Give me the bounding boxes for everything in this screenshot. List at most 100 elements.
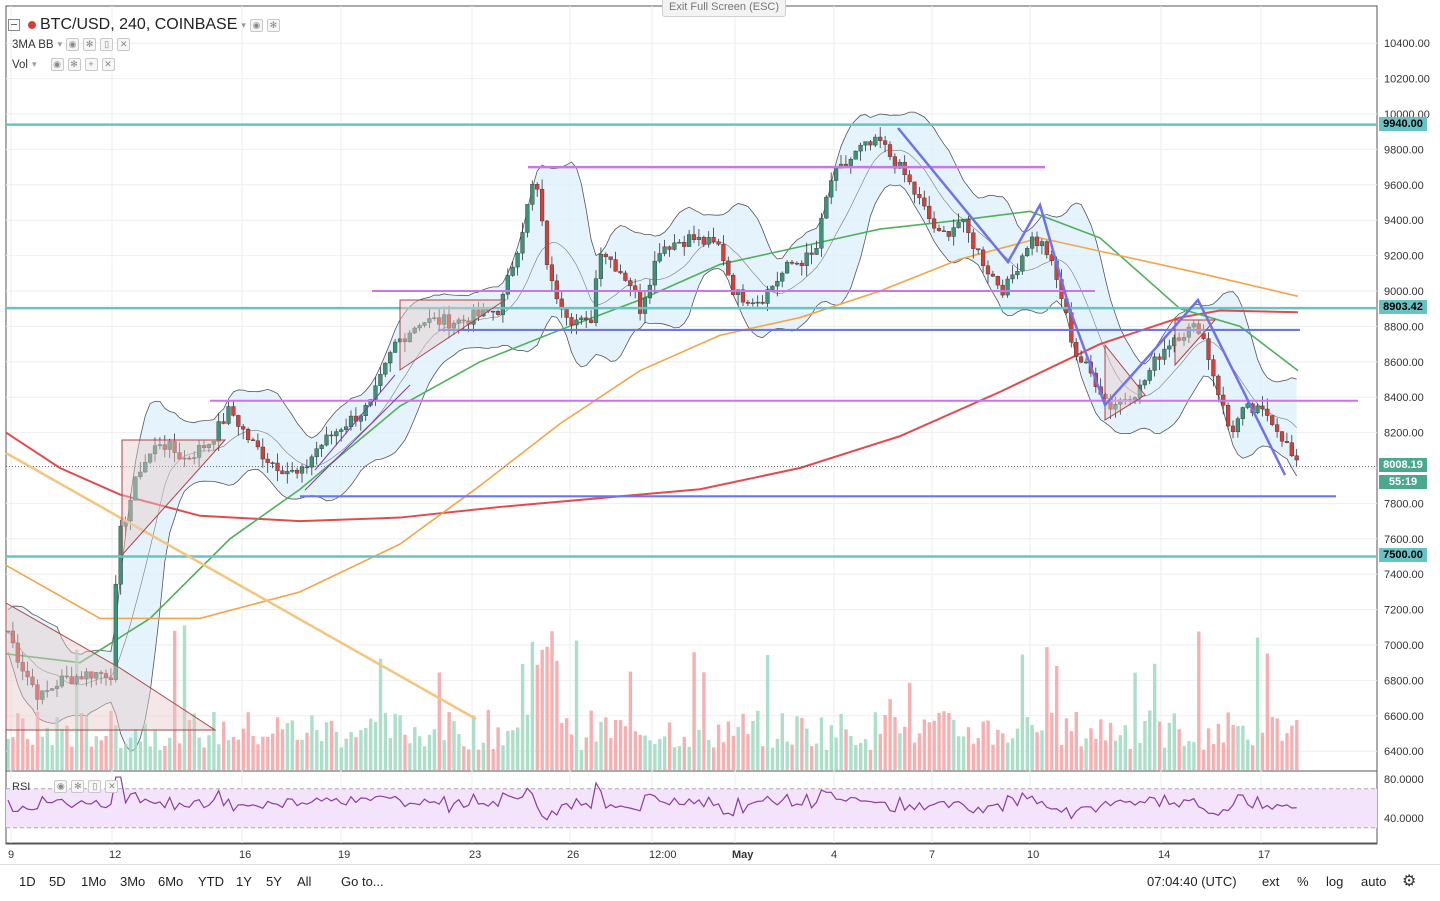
volume-bar (114, 725, 118, 770)
candle-body (829, 180, 834, 198)
volume-bar (398, 715, 402, 770)
rsi-label[interactable]: RSI (12, 780, 31, 793)
eye-icon[interactable]: ◉ (249, 18, 263, 32)
volume-bar (1133, 672, 1137, 770)
candle-body (868, 141, 873, 146)
close-icon[interactable]: ✕ (105, 780, 119, 793)
candle-body (799, 262, 804, 266)
chevron-down-icon[interactable]: ▾ (57, 39, 63, 49)
volume-bar (986, 720, 990, 770)
volume-bar (991, 744, 995, 770)
exit-fullscreen-button[interactable]: Exit Full Screen (ESC) (662, 0, 786, 17)
ext-toggle[interactable]: ext (1262, 874, 1280, 889)
candle-body (192, 457, 197, 459)
lock-icon[interactable]: ▯ (88, 780, 102, 793)
candle-body (446, 314, 452, 329)
candle-body (608, 256, 613, 260)
candle-body (422, 322, 427, 326)
market-status-icon (28, 21, 36, 29)
volume-bar (1221, 742, 1225, 770)
volume-bar (746, 734, 750, 770)
range-all[interactable]: All (297, 874, 312, 889)
range-5d[interactable]: 5D (49, 874, 66, 889)
log-toggle[interactable]: log (1326, 874, 1344, 889)
volume-bar (1172, 713, 1176, 770)
goto-button[interactable]: Go to... (341, 874, 384, 889)
auto-toggle[interactable]: auto (1361, 874, 1387, 889)
candle-body (559, 298, 564, 310)
volume-bar (192, 713, 196, 770)
candle-body (598, 253, 603, 279)
candle-body (785, 261, 790, 274)
bottom-toolbar: 1D 5D 1Mo 3Mo 6Mo YTD 1Y 5Y All Go to...… (0, 864, 1440, 901)
range-5y[interactable]: 5Y (266, 874, 282, 889)
eye-icon[interactable]: ◉ (66, 38, 80, 51)
range-1d[interactable]: 1D (19, 874, 36, 889)
volume-bar (491, 749, 495, 770)
candle-body (927, 205, 932, 219)
candle-body (1172, 337, 1177, 347)
volume-bar (697, 729, 701, 770)
gear-icon[interactable]: ✻ (83, 38, 97, 51)
volume-bar (261, 736, 265, 770)
volume-bar (290, 720, 294, 770)
gear-icon[interactable]: ✻ (67, 58, 81, 71)
candle-body (35, 684, 40, 700)
percent-toggle[interactable]: % (1297, 874, 1309, 889)
candle-body (1255, 405, 1260, 414)
candle-body (554, 280, 559, 300)
symbol-title[interactable]: BTC/USD, 240, COINBASE (40, 16, 238, 33)
volume-bar (981, 721, 985, 770)
volume-bar (878, 733, 882, 770)
gear-icon[interactable]: ⚙ (1402, 873, 1417, 890)
candle-body (721, 244, 726, 262)
volume-bar (1246, 739, 1250, 770)
gear-icon[interactable]: ✻ (71, 780, 85, 793)
candle-body (167, 441, 172, 450)
volume-bar (369, 718, 373, 770)
candle-body (711, 237, 716, 242)
y-tick-label: 7800.00 (1384, 498, 1424, 510)
volume-bar (55, 716, 59, 770)
candle-body (809, 252, 814, 255)
volume-bar (511, 730, 515, 770)
eye-icon[interactable]: ◉ (50, 58, 64, 71)
candle-body (985, 265, 991, 275)
indicator-vol-label[interactable]: Vol (12, 58, 28, 71)
plus-icon[interactable]: + (84, 58, 98, 71)
volume-bar (285, 723, 290, 770)
range-6mo[interactable]: 6Mo (158, 874, 184, 889)
volume-bar (246, 712, 250, 770)
range-1mo[interactable]: 1Mo (81, 874, 107, 889)
collapse-icon[interactable] (8, 19, 20, 31)
indicator-bb-label[interactable]: 3MA BB (12, 38, 54, 51)
candle-body (755, 301, 760, 304)
volume-bar (251, 735, 255, 770)
y-tick-label: 7400.00 (1384, 569, 1424, 581)
range-1y[interactable]: 1Y (236, 874, 252, 889)
gear-icon[interactable]: ✻ (266, 18, 280, 32)
lock-icon[interactable]: ▯ (100, 38, 114, 51)
candle-body (182, 457, 187, 460)
volume-bar (687, 746, 691, 770)
volume-bar (775, 738, 780, 770)
volume-bar (329, 720, 334, 770)
candle-body (672, 242, 677, 250)
bollinger-basis-line (7, 149, 1297, 686)
eye-icon[interactable]: ◉ (54, 780, 68, 793)
chevron-down-icon[interactable]: ▾ (32, 59, 37, 69)
close-icon[interactable]: ✕ (101, 58, 115, 71)
volume-bar (256, 744, 260, 770)
volume-bar (604, 717, 608, 770)
range-3mo[interactable]: 3Mo (120, 874, 146, 889)
countdown-tag: 55:19 (1379, 475, 1427, 489)
volume-bar (692, 652, 696, 770)
volume-bar (824, 749, 829, 770)
candle-body (461, 319, 466, 322)
range-ytd[interactable]: YTD (198, 874, 224, 889)
close-icon[interactable]: ✕ (117, 38, 131, 51)
chevron-down-icon[interactable]: ▾ (241, 19, 246, 30)
candle-body (569, 317, 574, 326)
triangle-pattern (1174, 319, 1217, 367)
